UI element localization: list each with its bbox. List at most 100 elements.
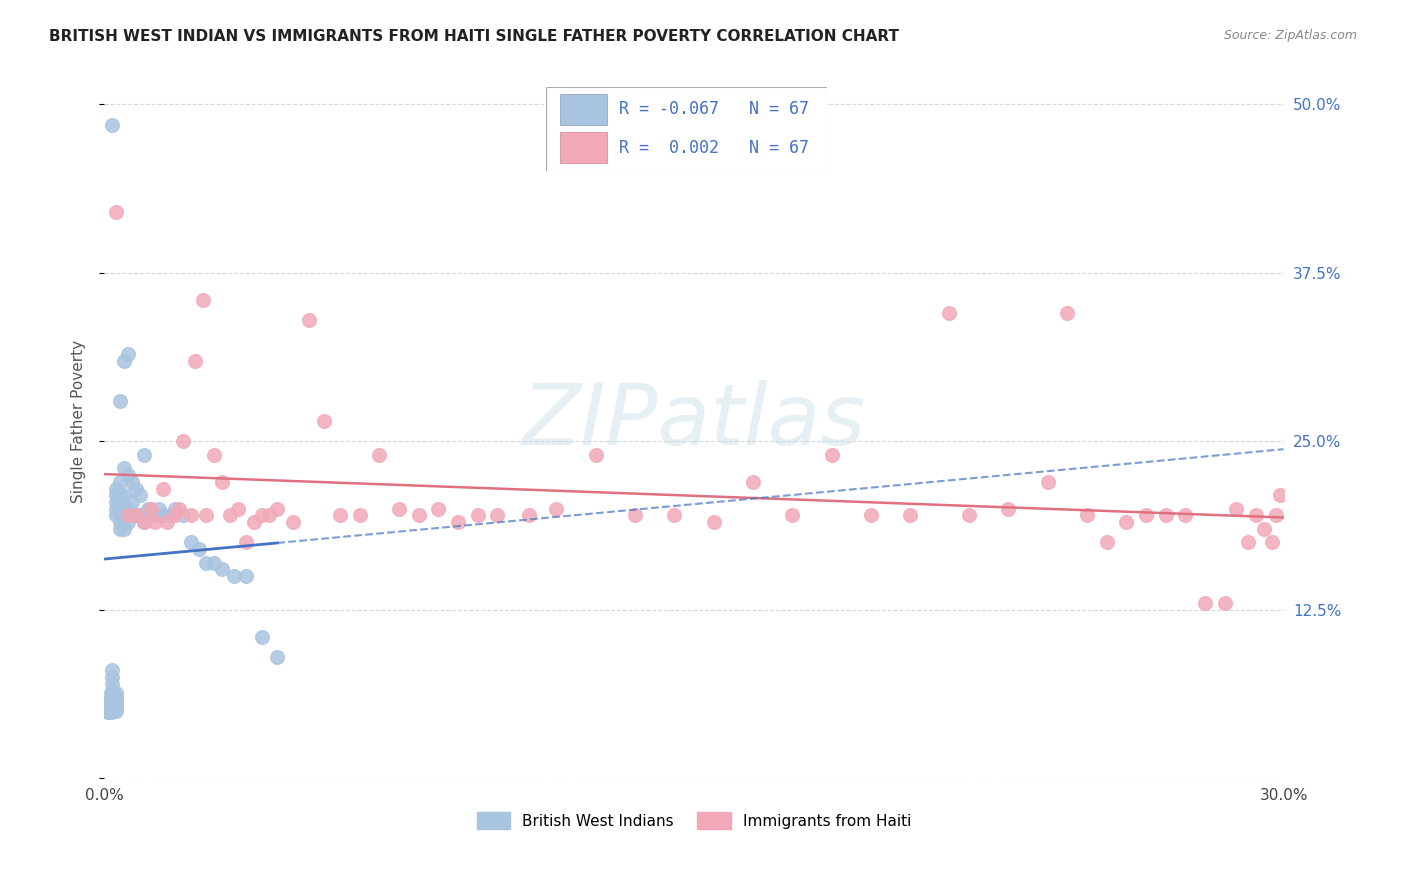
Point [1237,535,1260,549]
Point [101,670,124,684]
Point [108,515,131,529]
Point [408,508,430,523]
Point [1115,515,1137,529]
Point [266,649,288,664]
Point [101,697,124,711]
Point [388,501,411,516]
Point [105,697,128,711]
Point [101,664,124,678]
Point [97,690,120,705]
Point [156,515,179,529]
Point [202,556,225,570]
Point [447,515,470,529]
Point [664,508,686,523]
Point [117,508,139,523]
Point [105,693,128,707]
Point [820,448,842,462]
Point [125,508,148,523]
Point [211,475,233,489]
Point [266,501,288,516]
Point [105,508,128,523]
Point [101,683,124,698]
Point [250,508,273,523]
Point [105,701,128,715]
Point [128,508,150,523]
Point [125,508,148,523]
Point [1095,535,1118,549]
Point [1154,508,1177,523]
Point [997,501,1019,516]
Point [145,515,167,529]
Point [349,508,371,523]
Point [145,508,167,523]
Point [1056,306,1078,320]
Point [112,501,135,516]
Point [195,508,218,523]
Point [1253,522,1275,536]
Point [132,515,155,529]
Point [141,501,163,516]
Point [172,508,194,523]
Point [546,501,568,516]
Text: Source: ZipAtlas.com: Source: ZipAtlas.com [1223,29,1357,42]
Point [121,495,143,509]
Point [117,515,139,529]
Point [187,542,209,557]
Point [97,697,120,711]
Point [97,705,120,719]
Point [128,488,150,502]
Point [314,414,336,428]
Point [180,535,202,549]
Point [105,205,128,219]
Point [242,515,264,529]
Point [195,556,218,570]
Point [108,522,131,536]
Point [780,508,803,523]
Bar [560,95,607,125]
Point [132,448,155,462]
Point [148,501,170,516]
Point [101,690,124,705]
Point [898,508,921,523]
Point [112,461,135,475]
Point [105,704,128,718]
Point [105,686,128,700]
Point [226,501,249,516]
Point [957,508,980,523]
Point [108,501,131,516]
Point [160,508,183,523]
Point [108,475,131,489]
Point [703,515,725,529]
Point [235,535,257,549]
Point [105,488,128,502]
Point [97,705,120,719]
Point [105,482,128,496]
Point [125,482,148,496]
Point [121,508,143,523]
Point [1261,535,1284,549]
Point [427,501,450,516]
Point [1036,475,1059,489]
Point [112,488,135,502]
Point [165,501,187,516]
Point [152,482,174,496]
Point [152,508,174,523]
Point [105,495,128,509]
Legend: British West Indians, Immigrants from Haiti: British West Indians, Immigrants from Ha… [471,806,917,835]
Point [180,508,202,523]
Point [132,515,155,529]
Point [486,508,509,523]
Point [1213,596,1236,610]
Point [202,448,225,462]
Point [136,501,159,516]
Point [368,448,391,462]
Point [141,501,163,516]
Point [105,501,128,516]
Point [1135,508,1157,523]
Point [624,508,647,523]
Point [467,508,489,523]
Point [108,508,131,523]
Point [329,508,352,523]
Point [165,508,187,523]
Point [117,468,139,483]
